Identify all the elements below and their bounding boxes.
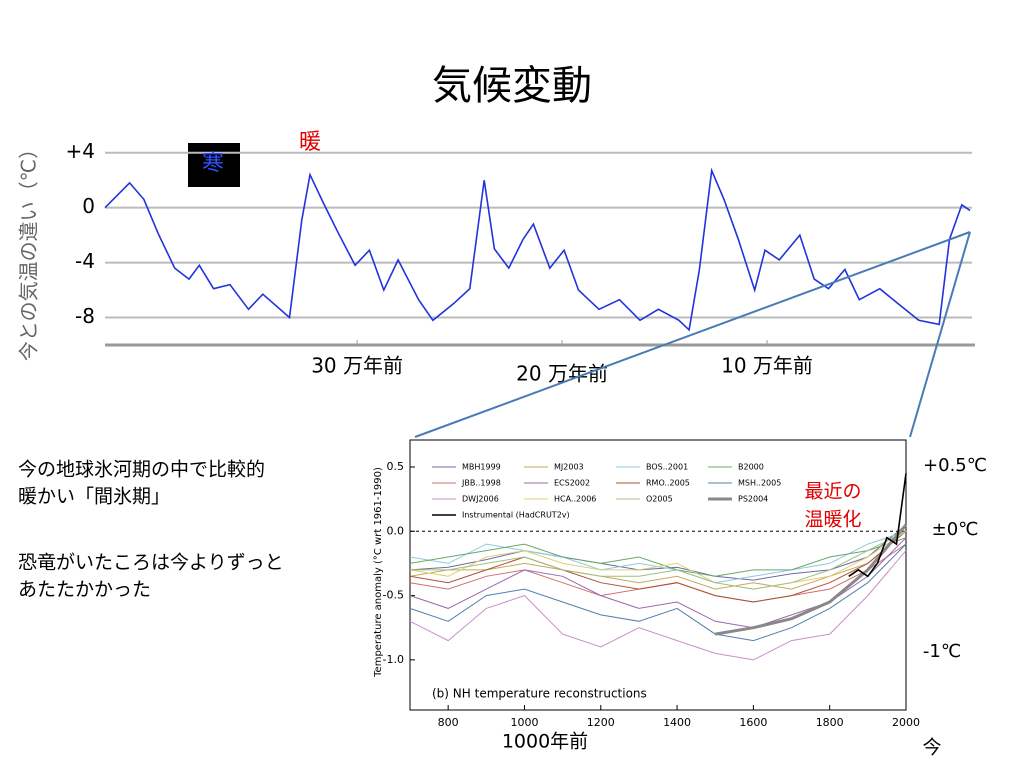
annotation: -1℃ [923,641,961,662]
x-tick-label: 2000 [892,716,920,729]
annotation: 温暖化 [804,509,861,531]
legend-label: B2000 [738,463,764,472]
y-tick-label: 0.0 [387,524,405,537]
legend-label: HCA..2006 [554,495,596,504]
note: 今の地球氷河期の中で比較的 [18,459,265,481]
series-line [848,473,907,578]
series-line [409,524,907,581]
legend-label: RMO..2005 [646,479,690,488]
y-tick-label: -0.5 [383,589,404,602]
legend-label: PS2004 [738,495,768,504]
y-axis-label: Temperature anomaly (°C wrt 1961-1990) [373,467,384,678]
annotation: 最近の [804,481,861,503]
note: あたたかかった [18,579,151,601]
zoom-line [909,231,971,438]
legend-label: MJ2003 [554,463,584,472]
series-line [410,530,907,590]
x-tick-label: 30 万年前 [311,354,403,378]
annotation: 寒 [202,151,224,176]
plot-frame [409,439,907,711]
y-tick-label: 0.5 [387,460,405,473]
y-tick-label: -4 [75,249,95,273]
series-line [409,550,907,661]
annotation: +0.5℃ [923,455,987,476]
x-tick-label: 10 万年前 [721,354,813,378]
legend-label: ECS2002 [554,479,590,488]
annotation: 暖 [299,130,321,155]
y-tick-label: 0 [82,194,95,218]
x-tick-label: 1600 [739,716,767,729]
y-axis-label: 今との気温の違い（℃） [17,139,41,361]
y-tick-label: +4 [66,139,95,163]
charts: +4 0 -4 -8 30 万年前 20 万年前 10 万年前 今との気温の違い（℃） 暖寒 0.… [17,130,987,759]
legend-label: MBH1999 [462,463,501,472]
series-line [409,543,907,642]
legend-label: BOS..2001 [646,463,688,472]
temperature-line [104,167,971,332]
annotation: 1000年前 [502,731,588,753]
legend-label: O2005 [646,495,673,504]
note: 恐竜がいたころは今よりずっと [18,552,284,574]
x-tick-label: 1200 [587,716,615,729]
legend-label: JBB..1998 [461,479,501,488]
x-tick-label: 20 万年前 [516,362,608,386]
series-line [409,530,907,603]
y-tick-label: -1.0 [383,653,404,666]
x-tick-label: 1800 [816,716,844,729]
series-line [409,530,907,590]
series-line [714,523,908,636]
x-tick-label: 800 [438,716,459,729]
note: 暖かい「間氷期」 [18,486,170,508]
zoom-line [414,231,971,438]
legend-label: Instrumental (HadCRUT2v) [462,511,570,520]
series-line [409,537,907,577]
slide-title: 気候変動 [432,63,592,109]
chart-subtitle: (b) NH temperature reconstructions [432,687,647,701]
y-tick-label: -8 [75,304,95,328]
annotation: 今 [922,737,941,759]
x-tick-label: 1000 [510,716,538,729]
annotation: ±0℃ [932,519,979,540]
legend-label: MSH..2005 [738,479,781,488]
cold-box [188,143,240,187]
legend-label: DWJ2006 [462,495,499,504]
x-tick-label: 1400 [663,716,691,729]
series-line [409,530,907,590]
